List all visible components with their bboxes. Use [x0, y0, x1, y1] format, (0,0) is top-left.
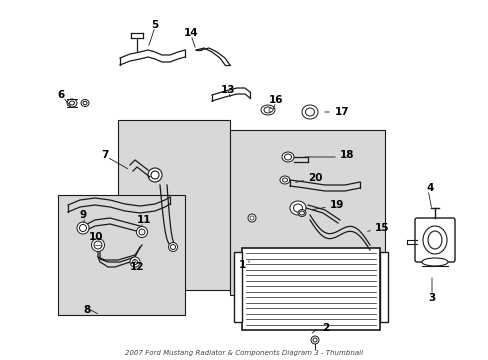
Text: 16: 16 — [268, 95, 283, 105]
Text: 14: 14 — [183, 28, 198, 38]
Ellipse shape — [139, 229, 145, 235]
Ellipse shape — [83, 101, 87, 105]
Text: 6: 6 — [57, 90, 64, 100]
Text: 18: 18 — [339, 150, 354, 160]
Text: 1: 1 — [238, 260, 245, 270]
Ellipse shape — [284, 154, 291, 160]
Ellipse shape — [421, 258, 447, 266]
FancyBboxPatch shape — [414, 218, 454, 262]
Bar — [234, 252, 242, 322]
Ellipse shape — [81, 99, 89, 107]
Text: 11: 11 — [137, 215, 151, 225]
Ellipse shape — [282, 152, 293, 162]
Ellipse shape — [264, 107, 271, 113]
Ellipse shape — [247, 214, 256, 222]
Bar — [229, 130, 384, 295]
Ellipse shape — [94, 241, 102, 249]
Bar — [242, 248, 379, 330]
Ellipse shape — [299, 211, 304, 215]
Ellipse shape — [312, 338, 316, 342]
Ellipse shape — [302, 105, 317, 119]
Ellipse shape — [422, 226, 446, 254]
Text: 2: 2 — [321, 323, 328, 333]
Ellipse shape — [80, 225, 86, 231]
Text: 12: 12 — [129, 262, 144, 272]
Ellipse shape — [297, 210, 305, 216]
Ellipse shape — [268, 108, 272, 112]
Text: 5: 5 — [151, 20, 158, 30]
Text: 2007 Ford Mustang Radiator & Components Diagram 3 - Thumbnail: 2007 Ford Mustang Radiator & Components … — [125, 350, 363, 356]
Bar — [118, 120, 229, 290]
Ellipse shape — [151, 171, 159, 179]
Ellipse shape — [69, 101, 74, 105]
Ellipse shape — [136, 226, 147, 238]
Text: 8: 8 — [83, 305, 90, 315]
Ellipse shape — [310, 336, 318, 344]
Bar — [58, 195, 184, 315]
Text: 13: 13 — [220, 85, 235, 95]
Ellipse shape — [249, 216, 253, 220]
Text: 10: 10 — [88, 232, 103, 242]
Text: 3: 3 — [427, 293, 435, 303]
Text: 7: 7 — [101, 150, 108, 160]
Ellipse shape — [91, 238, 104, 252]
Ellipse shape — [67, 99, 77, 107]
Ellipse shape — [148, 168, 162, 182]
Text: 20: 20 — [307, 173, 322, 183]
Ellipse shape — [282, 178, 287, 182]
Ellipse shape — [168, 243, 177, 252]
Ellipse shape — [427, 231, 441, 249]
Ellipse shape — [293, 204, 302, 212]
Text: 17: 17 — [334, 107, 349, 117]
Ellipse shape — [289, 201, 305, 215]
Ellipse shape — [77, 222, 89, 234]
Ellipse shape — [170, 244, 175, 249]
Ellipse shape — [280, 176, 289, 184]
Ellipse shape — [305, 108, 314, 116]
Ellipse shape — [132, 260, 137, 265]
Ellipse shape — [261, 105, 274, 115]
Text: 19: 19 — [329, 200, 344, 210]
Text: 9: 9 — [79, 210, 86, 220]
Bar — [379, 252, 387, 322]
Text: 15: 15 — [374, 223, 389, 233]
Ellipse shape — [130, 257, 140, 267]
Text: 4: 4 — [426, 183, 433, 193]
